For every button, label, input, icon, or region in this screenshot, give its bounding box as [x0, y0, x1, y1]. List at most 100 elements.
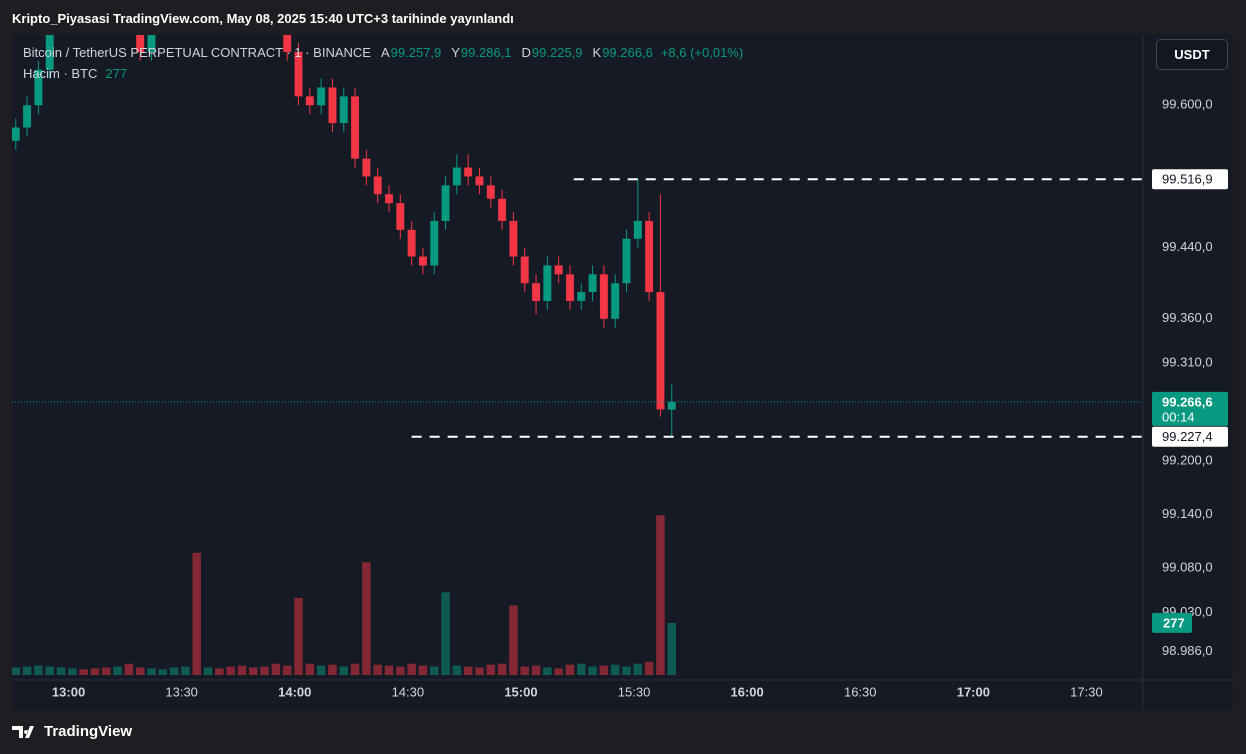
level-label: 99.516,9 — [1162, 172, 1213, 187]
candle-body — [317, 87, 326, 106]
volume-bar — [56, 667, 66, 675]
volume-label-box — [1152, 612, 1192, 633]
volume-bar — [497, 663, 507, 675]
candle-body — [147, 35, 156, 52]
volume-bar — [68, 668, 77, 675]
candle-body — [520, 256, 529, 284]
volume-bar — [90, 668, 100, 675]
candle-body — [509, 220, 518, 257]
candle-body — [633, 220, 642, 239]
x-tick-label: 16:00 — [731, 684, 764, 699]
x-tick-label: 13:30 — [165, 684, 198, 699]
x-tick-label: 17:00 — [957, 684, 990, 699]
legend-value: 99.225,9 — [531, 45, 583, 60]
overlays: 99.600,0 99.440,0 99.360,0 99.310,0 99.200,0… — [12, 97, 1228, 699]
volume-bar — [486, 664, 496, 675]
volume-bar — [531, 665, 541, 675]
legend-value: 99.266,6 — [602, 45, 653, 60]
volume-bar — [475, 667, 484, 675]
candle-body — [599, 274, 608, 319]
legend-value: 99.257,9 — [390, 45, 442, 60]
volume-bar — [192, 552, 201, 675]
volume-bar — [463, 666, 473, 675]
candle-body — [283, 35, 292, 52]
volume-bar — [554, 668, 563, 675]
volume-bar — [45, 666, 54, 675]
volume-bar — [599, 665, 609, 675]
volume-bar — [203, 667, 213, 675]
volume-bar — [577, 663, 586, 675]
candle-body — [611, 283, 620, 319]
candle-body — [645, 220, 654, 293]
candle-body — [12, 127, 20, 141]
candle-body — [407, 229, 416, 257]
volume-bar — [79, 669, 88, 675]
candle-body — [373, 176, 382, 195]
y-tick-label: 99.080,0 — [1162, 559, 1213, 574]
volume-bar — [237, 665, 247, 675]
candle-body — [577, 292, 586, 302]
candle-body — [667, 401, 676, 410]
volume-bar — [271, 663, 281, 675]
candle-body — [34, 69, 43, 106]
candle-body — [430, 220, 439, 266]
volume-bar — [396, 666, 405, 675]
volume-pane — [12, 515, 676, 675]
candle-body — [385, 194, 393, 204]
legend-value: 99.286,1 — [460, 45, 512, 60]
candle-body — [362, 158, 371, 177]
volume-bar — [124, 663, 134, 675]
y-tick-label: 99.440,0 — [1162, 239, 1213, 254]
chart-area — [12, 35, 1233, 710]
candle-body — [305, 96, 314, 106]
candle-body — [441, 185, 450, 221]
legend-key: Y — [451, 45, 460, 60]
volume-bar — [169, 667, 179, 675]
level-label: 99.227,4 — [1162, 429, 1213, 444]
volume-bar — [215, 668, 224, 675]
volume-bar — [452, 665, 462, 675]
volume-bar — [633, 663, 643, 675]
candle-body — [554, 265, 563, 275]
x-tick-label: 16:30 — [844, 684, 877, 699]
volume-bar — [339, 666, 349, 675]
volume-bar — [22, 666, 32, 675]
candle-body — [45, 35, 54, 70]
volume-bar — [622, 666, 631, 675]
volume-bar — [113, 666, 122, 675]
candle-body — [464, 167, 473, 177]
level-label-box — [1152, 169, 1228, 190]
x-tick-label: 17:30 — [1070, 684, 1103, 699]
legend-key: D — [521, 45, 531, 60]
candle-body — [294, 51, 303, 97]
volume-bar — [362, 562, 371, 675]
volume-bar — [407, 663, 416, 675]
volume-bar — [260, 666, 269, 675]
y-tick-label: 99.140,0 — [1162, 506, 1213, 521]
candle-body — [396, 203, 405, 230]
volume-bar — [158, 669, 168, 675]
volume-bar — [282, 665, 292, 675]
x-tick-label: 14:00 — [278, 684, 311, 699]
candle-body — [588, 274, 597, 293]
candle-body — [566, 274, 574, 302]
volume-label: 277 — [1163, 615, 1185, 630]
volume-bar — [135, 667, 145, 675]
volume-bar — [373, 664, 382, 675]
volume-bar — [520, 666, 529, 675]
volume-bar — [441, 592, 450, 675]
volume-bar — [565, 664, 575, 675]
currency-button[interactable]: USDT — [1156, 39, 1228, 70]
volume-bar — [656, 515, 665, 675]
volume-bar — [610, 664, 620, 675]
volume-bar — [181, 666, 190, 675]
candle-body — [23, 105, 32, 128]
volume-bar — [418, 665, 428, 675]
volume-bar — [328, 664, 337, 675]
volume-bar — [249, 667, 258, 675]
volume-bar — [667, 622, 676, 675]
last-price-label: 99.266,6 — [1162, 394, 1213, 409]
candles — [12, 35, 676, 439]
